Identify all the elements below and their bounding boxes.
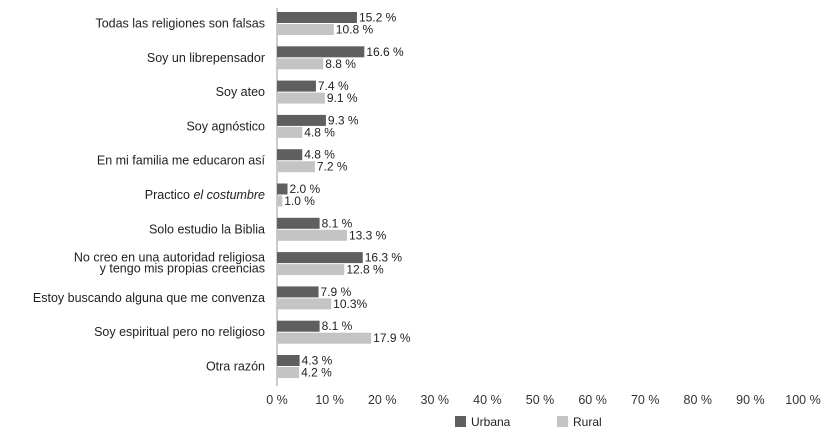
- legend-swatch: [455, 416, 466, 427]
- bar-rural: [277, 298, 332, 310]
- x-tick-label: 50 %: [526, 393, 555, 407]
- data-label: 2.0 %: [290, 182, 321, 196]
- data-label: 4.8 %: [304, 148, 335, 162]
- data-label: 10.3%: [333, 297, 367, 311]
- bar-rural: [277, 24, 334, 35]
- data-label: 17.9 %: [373, 331, 411, 345]
- x-tick-label: 10 %: [315, 393, 344, 407]
- bar-urbana: [277, 355, 300, 366]
- bar-rural: [277, 332, 372, 344]
- bar-urbana: [277, 46, 365, 58]
- category-label: Soy agnóstico: [186, 119, 265, 133]
- category-label-part: el costumbre: [193, 188, 265, 202]
- data-label: 4.3 %: [302, 354, 333, 368]
- bar-urbana: [277, 217, 320, 229]
- data-label: 4.2 %: [301, 366, 332, 380]
- data-label: 13.3 %: [349, 228, 387, 242]
- data-label: 10.8 %: [336, 23, 374, 37]
- bar-rural: [277, 161, 315, 173]
- data-label: 9.3 %: [328, 113, 359, 127]
- x-tick-labels: 0 % 10 % 20 % 30 % 40 % 50 % 60 % 70 % 80 % 90 % 1…: [266, 393, 821, 407]
- x-tick-label: 70 %: [631, 393, 660, 407]
- category-label: En mi familia me educaron así: [97, 154, 266, 168]
- bar-urbana: [277, 12, 357, 23]
- category-labels: Todas las religiones son falsas Soy un li…: [33, 17, 266, 374]
- category-label: Soy espiritual pero no religioso: [94, 325, 265, 339]
- x-tick-label: 0 %: [266, 393, 288, 407]
- category-label: Solo estudio la Biblia: [149, 222, 265, 236]
- category-label: Soy ateo: [216, 85, 265, 99]
- data-label: 4.8 %: [304, 125, 335, 139]
- category-label: Todas las religiones son falsas: [95, 17, 265, 31]
- data-label: 7.9 %: [321, 285, 352, 299]
- data-label: 7.4 %: [318, 79, 349, 93]
- data-label: 8.1 %: [322, 216, 353, 230]
- bar-rural: [277, 264, 345, 276]
- category-label: Estoy buscando alguna que me convenza: [33, 291, 265, 305]
- value-labels: 15.2 %10.8 %16.6 %8.8 %7.4 %9.1 %9.3 %4.…: [284, 11, 411, 380]
- bar-rural: [277, 229, 347, 241]
- category-label: Soy un librepensador: [147, 51, 265, 65]
- category-label: No creo en una autoridad religiosa y teng…: [74, 251, 265, 276]
- data-label: 15.2 %: [359, 11, 397, 25]
- bar-rural: [277, 92, 325, 104]
- bar-rural: [277, 58, 324, 70]
- x-tick-label: 40 %: [473, 393, 502, 407]
- bar-urbana: [277, 286, 319, 298]
- data-label: 1.0 %: [284, 194, 315, 208]
- x-tick-label: 100 %: [785, 393, 820, 407]
- bars: [277, 12, 372, 378]
- data-label: 8.1 %: [322, 319, 353, 333]
- x-tick-label: 20 %: [368, 393, 397, 407]
- category-label-part: Practico: [145, 188, 194, 202]
- data-label: 8.8 %: [325, 57, 356, 71]
- bar-rural: [277, 367, 300, 378]
- category-label-line: No creo en una autoridad religiosa: [74, 251, 265, 265]
- legend: Urbana Rural: [455, 415, 602, 429]
- legend-swatch: [557, 416, 568, 427]
- legend-label: Rural: [573, 415, 602, 429]
- category-label: Practico el costumbre: [145, 188, 265, 202]
- x-tick-label: 30 %: [421, 393, 450, 407]
- legend-label: Urbana: [471, 415, 511, 429]
- data-label: 9.1 %: [327, 91, 358, 105]
- category-label-line: y tengo mis propias creencias: [100, 262, 265, 276]
- bar-rural: [277, 126, 303, 138]
- bar-urbana: [277, 80, 316, 92]
- bar-urbana: [277, 183, 288, 195]
- bar-rural: [277, 195, 283, 207]
- category-label: Otra razón: [206, 360, 265, 374]
- x-tick-label: 90 %: [736, 393, 765, 407]
- bar-urbana: [277, 252, 363, 264]
- data-label: 16.6 %: [366, 45, 404, 59]
- data-label: 7.2 %: [317, 160, 348, 174]
- bar-urbana: [277, 149, 303, 161]
- data-label: 16.3 %: [365, 251, 403, 265]
- bar-urbana: [277, 114, 326, 126]
- x-tick-label: 60 %: [578, 393, 607, 407]
- bar-urbana: [277, 320, 320, 332]
- x-tick-label: 80 %: [684, 393, 713, 407]
- data-label: 12.8 %: [346, 263, 384, 277]
